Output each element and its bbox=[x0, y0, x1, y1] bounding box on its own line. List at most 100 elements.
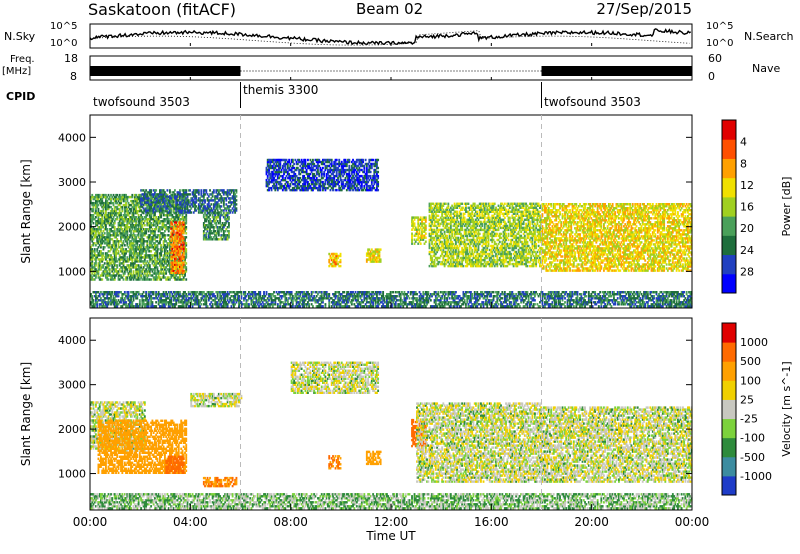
power-cell bbox=[162, 193, 165, 196]
power-cell bbox=[266, 188, 269, 192]
power-cell bbox=[97, 214, 100, 217]
power-cell bbox=[355, 160, 358, 164]
power-cell bbox=[358, 176, 361, 180]
power-cell bbox=[123, 268, 126, 271]
power-cell bbox=[146, 201, 149, 204]
power-cell bbox=[342, 162, 344, 166]
power-cell bbox=[140, 270, 143, 273]
power-cell bbox=[167, 242, 170, 245]
power-cell bbox=[182, 257, 185, 260]
power-cell bbox=[125, 197, 127, 201]
power-cell bbox=[140, 203, 143, 206]
power-cell bbox=[214, 211, 217, 215]
power-cell bbox=[354, 164, 357, 168]
power-cell bbox=[132, 272, 135, 275]
power-cell bbox=[194, 197, 196, 200]
power-cell bbox=[141, 242, 144, 245]
power-cell bbox=[128, 207, 131, 211]
power-cell bbox=[110, 199, 112, 203]
power-cell bbox=[202, 191, 205, 194]
power-cell bbox=[184, 256, 186, 259]
power-cell bbox=[162, 203, 165, 207]
power-cell bbox=[328, 158, 331, 162]
power-cell bbox=[215, 238, 218, 241]
power-cell bbox=[195, 197, 198, 200]
power-cell bbox=[148, 197, 151, 201]
power-cell bbox=[151, 211, 154, 214]
power-cell bbox=[303, 182, 306, 186]
power-cell bbox=[132, 242, 135, 245]
power-cell bbox=[200, 203, 203, 206]
power-cell bbox=[179, 274, 181, 277]
power-cell bbox=[179, 251, 181, 254]
power-cell bbox=[370, 164, 373, 168]
power-cell bbox=[209, 193, 211, 196]
power-cell bbox=[131, 236, 134, 239]
power-cell bbox=[97, 195, 100, 199]
power-cell bbox=[355, 170, 358, 174]
power-cell bbox=[229, 193, 232, 196]
power-cell bbox=[159, 199, 161, 202]
power-cell bbox=[165, 218, 168, 221]
power-cell bbox=[93, 264, 96, 267]
power-cell bbox=[191, 199, 194, 202]
power-cell bbox=[131, 256, 134, 259]
power-cell bbox=[295, 188, 298, 192]
power-cell bbox=[115, 268, 117, 271]
power-region-6 bbox=[365, 248, 382, 263]
power-cell bbox=[181, 263, 184, 266]
power-cell bbox=[133, 220, 136, 223]
power-cell bbox=[117, 228, 120, 231]
power-cell bbox=[135, 209, 138, 213]
power-cell bbox=[131, 266, 134, 269]
power-cell bbox=[101, 258, 104, 261]
power-cell bbox=[121, 195, 124, 199]
power-cell bbox=[135, 193, 138, 197]
power-cell bbox=[143, 270, 146, 273]
power-cell bbox=[305, 164, 308, 168]
power-cell bbox=[162, 276, 165, 279]
power-cell bbox=[365, 184, 368, 188]
power-cell bbox=[230, 189, 233, 192]
power-cell bbox=[224, 207, 227, 210]
power-cell bbox=[157, 258, 160, 261]
power-cell bbox=[170, 205, 173, 208]
power-cell bbox=[91, 203, 94, 207]
power-cell bbox=[180, 229, 183, 232]
power-cell bbox=[118, 264, 121, 267]
power-cell bbox=[294, 176, 297, 180]
power-cell bbox=[201, 207, 204, 210]
power-cell bbox=[360, 160, 363, 164]
power-cell bbox=[145, 209, 148, 212]
power-cell bbox=[211, 216, 214, 219]
power-cell bbox=[115, 209, 117, 213]
power-cell bbox=[278, 160, 280, 164]
power-cell bbox=[105, 216, 107, 219]
power-cell bbox=[140, 260, 143, 263]
power-cell bbox=[103, 203, 106, 207]
power-cell bbox=[151, 228, 154, 231]
power-cell bbox=[126, 211, 129, 215]
power-cell bbox=[123, 211, 126, 215]
power-cell bbox=[186, 201, 189, 204]
power-cell bbox=[97, 228, 100, 231]
power-cell bbox=[128, 270, 131, 273]
power-cell bbox=[132, 266, 135, 269]
power-cell bbox=[338, 172, 341, 176]
power-cell bbox=[447, 238, 450, 242]
power-cell bbox=[90, 256, 92, 259]
power-cell bbox=[176, 247, 179, 250]
power-cell bbox=[310, 188, 313, 192]
power-cell bbox=[184, 189, 186, 192]
power-cell bbox=[185, 226, 188, 229]
power-cell bbox=[204, 238, 206, 241]
power-cell bbox=[204, 224, 206, 227]
power-cell bbox=[288, 166, 291, 170]
power-cell bbox=[98, 236, 101, 239]
power-cell bbox=[335, 172, 338, 176]
power-cell bbox=[97, 218, 100, 221]
power-cell bbox=[122, 242, 125, 245]
power-cell bbox=[202, 205, 205, 208]
power-cell bbox=[169, 250, 171, 253]
power-cell bbox=[140, 232, 143, 235]
